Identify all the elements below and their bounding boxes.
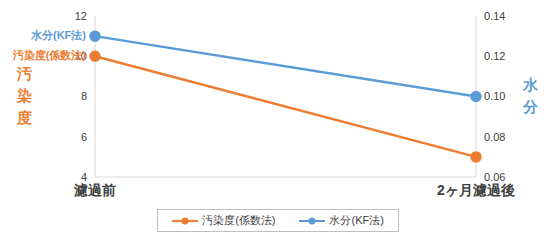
html-text:汚染度(係数法): 汚染度(係数法) <box>202 214 276 226</box>
svg-text:水分(KF法): 水分(KF法) <box>30 29 86 41</box>
svg-text:0.10: 0.10 <box>484 90 505 102</box>
svg-text:水分: 水分 <box>522 75 539 114</box>
svg-text:0.08: 0.08 <box>484 131 505 143</box>
svg-text:汚染度: 汚染度 <box>16 64 32 125</box>
svg-text:汚染度(係数法): 汚染度(係数法) <box>12 49 87 61</box>
svg-text:濾過前: 濾過前 <box>73 182 116 198</box>
html-text:水分(KF法): 水分(KF法) <box>329 214 384 226</box>
svg-text:0.12: 0.12 <box>484 50 505 62</box>
svg-text:8: 8 <box>81 90 87 102</box>
svg-text:4: 4 <box>81 171 87 183</box>
svg-text:0.06: 0.06 <box>484 171 505 183</box>
svg-text:0.14: 0.14 <box>484 10 505 22</box>
svg-text:6: 6 <box>81 131 87 143</box>
svg-text:2ヶ月濾過後: 2ヶ月濾過後 <box>437 182 515 198</box>
svg-text:12: 12 <box>75 10 87 22</box>
